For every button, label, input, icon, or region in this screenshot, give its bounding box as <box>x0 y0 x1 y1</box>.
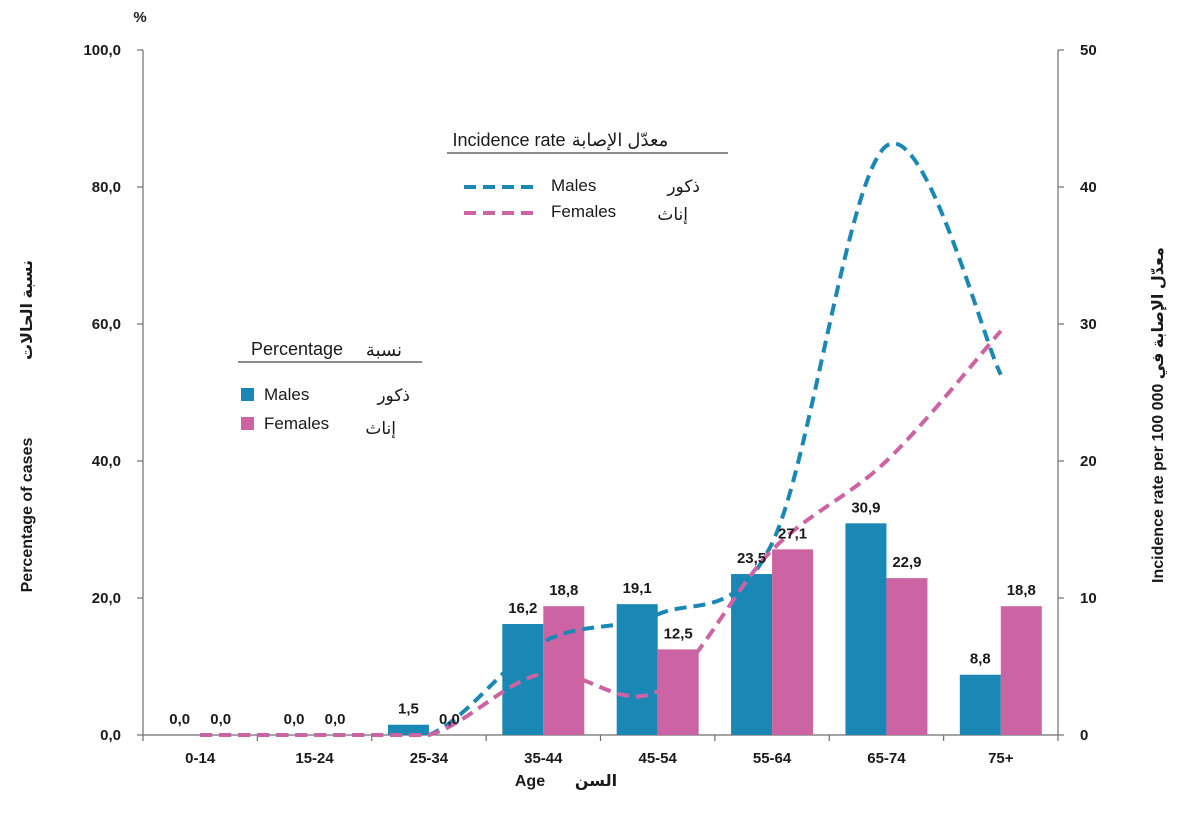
x-tick-label: 65-74 <box>867 750 906 767</box>
bar-label-males-0-14: 0,0 <box>169 711 190 728</box>
left-axis-title-english: Percentage of cases <box>19 438 36 593</box>
bar-label-males-25-34: 1,5 <box>398 701 419 718</box>
line-legend-males-arabic: ذكور <box>666 177 700 196</box>
bar-legend-title-arabic: نسبة <box>366 340 402 360</box>
bar-legend-males-arabic: ذكور <box>376 386 410 405</box>
left-tick-label: 0,0 <box>100 727 121 744</box>
bar-label-females-75+: 18,8 <box>1007 582 1036 599</box>
bar-label-males-15-24: 0,0 <box>284 711 305 728</box>
right-tick-label: 30 <box>1080 316 1097 333</box>
line-legend-males-label: Males <box>551 176 596 195</box>
x-tick-label: 25-34 <box>410 750 449 767</box>
right-axis-title: Incidence rate per 100 000 معدّل الإصابة… <box>1150 247 1168 583</box>
bar-males-25-34 <box>387 724 429 735</box>
bar-legend-females-swatch <box>241 417 254 430</box>
bar-label-males-75+: 8,8 <box>970 651 991 668</box>
left-tick-label: 100,0 <box>83 42 121 59</box>
left-tick-label: 60,0 <box>92 316 121 333</box>
x-axis-title-arabic: السن <box>575 773 617 790</box>
bar-label-males-55-64: 23,5 <box>737 550 766 567</box>
left-tick-label: 80,0 <box>92 179 121 196</box>
right-tick-label: 40 <box>1080 179 1097 196</box>
data-labels: 0,0 0,0 1,5 16,2 19,1 23,5 30,9 8,8 0,0 0,0 0,0 18,… <box>169 499 1036 728</box>
bar-label-males-65-74: 30,9 <box>851 499 880 516</box>
left-axis-title-arabic: نسبة الحالات <box>19 260 36 360</box>
line-legend-title: Incidence rate <box>452 130 565 150</box>
bar-label-males-45-54: 19,1 <box>623 580 652 597</box>
bar-males-65-74 <box>845 523 887 735</box>
right-tick-label: 50 <box>1080 42 1097 59</box>
bar-legend-females-label: Females <box>264 414 329 433</box>
x-tick-label: 35-44 <box>524 750 563 767</box>
x-axis-title-english: Age <box>515 773 545 790</box>
line-legend: معدّل الإصابة Incidence rate Males ذكور … <box>447 130 728 224</box>
bar-females-75+ <box>1000 606 1042 735</box>
x-tick-label: 75+ <box>988 750 1014 767</box>
line-legend-females-arabic: إناث <box>657 205 688 224</box>
right-tick-label: 10 <box>1080 590 1097 607</box>
x-tick-label: 15-24 <box>295 750 334 767</box>
bar-males-45-54 <box>616 604 658 735</box>
y-unit-label: % <box>133 9 146 26</box>
right-tick-label: 0 <box>1080 727 1088 744</box>
axis-ticks: 0,0 20,0 40,0 60,0 80,0 100,0 0 10 20 30 40 50 0-14 1… <box>83 42 1096 767</box>
bar-label-males-35-44: 16,2 <box>508 600 537 617</box>
bars <box>387 523 1042 735</box>
bar-label-females-45-54: 12,5 <box>664 625 693 642</box>
bar-label-females-65-74: 22,9 <box>892 554 921 571</box>
bar-females-55-64 <box>772 549 814 735</box>
line-legend-females-label: Females <box>551 202 616 221</box>
bar-label-females-25-34: 0,0 <box>439 711 460 728</box>
line-legend-title-arabic: معدّل الإصابة <box>572 130 669 150</box>
bar-females-45-54 <box>657 649 699 735</box>
bar-label-females-35-44: 18,8 <box>549 582 578 599</box>
x-tick-label: 0-14 <box>185 750 216 767</box>
left-axis-title: Percentage of cases نسبة الحالات <box>19 260 36 592</box>
left-tick-label: 40,0 <box>92 453 121 470</box>
left-tick-label: 20,0 <box>92 590 121 607</box>
right-axis-title-text: Incidence rate per 100 000 معدّل الإصابة… <box>1150 247 1168 583</box>
bar-legend-females-arabic: إناث <box>365 419 396 438</box>
incidence-line-males <box>200 141 1003 737</box>
bar-males-55-64 <box>731 574 773 735</box>
right-tick-label: 20 <box>1080 453 1097 470</box>
bar-legend: Percentage نسبة Males ذكور Females إناث <box>238 339 422 438</box>
x-tick-label: 55-64 <box>753 750 792 767</box>
bar-legend-title: Percentage <box>251 339 343 359</box>
bar-females-65-74 <box>886 578 928 735</box>
bar-label-females-55-64: 27,1 <box>778 525 807 542</box>
bar-label-females-0-14: 0,0 <box>210 711 231 728</box>
bar-label-females-15-24: 0,0 <box>325 711 346 728</box>
incidence-line-females <box>200 329 1003 737</box>
bar-legend-males-swatch <box>241 388 254 401</box>
bar-males-75+ <box>959 674 1001 735</box>
bar-legend-males-label: Males <box>264 385 309 404</box>
bar-males-35-44 <box>502 624 544 735</box>
x-tick-label: 45-54 <box>639 750 678 767</box>
bar-females-35-44 <box>543 606 585 735</box>
incidence-lines <box>200 141 1003 737</box>
